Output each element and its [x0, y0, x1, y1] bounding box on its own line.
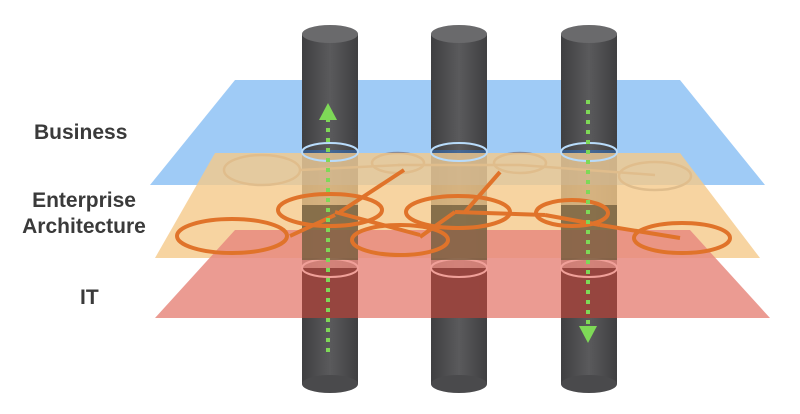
ea-node — [404, 194, 512, 230]
layer-label-enterprise-architecture: Enterprise Architecture — [16, 188, 152, 240]
ea-node — [534, 198, 610, 228]
layer-label-ea-line1: Enterprise — [32, 189, 136, 212]
arrow-down — [579, 100, 597, 343]
arrow-up — [319, 103, 337, 352]
it-tint — [301, 258, 618, 318]
ea-node — [175, 217, 289, 255]
layer-label-ea-line2: Architecture — [22, 215, 146, 238]
ea-node — [632, 221, 732, 255]
ea-node — [350, 223, 450, 257]
ea-node — [276, 192, 384, 228]
layer-label-it: IT — [80, 286, 99, 309]
layer-label-business: Business — [34, 121, 128, 144]
